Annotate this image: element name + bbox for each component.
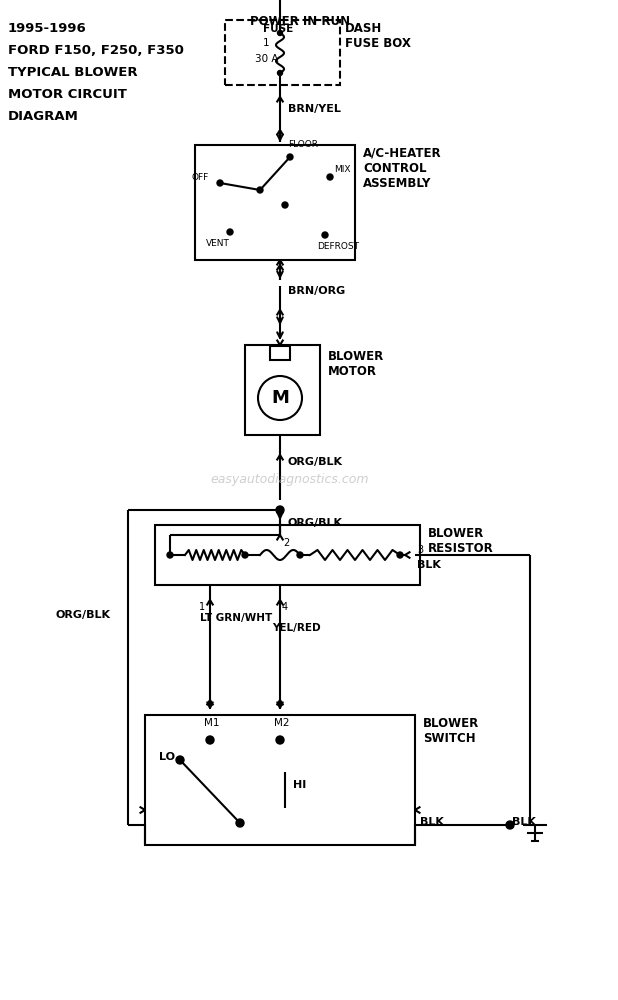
Text: FLOOR: FLOOR [288, 140, 318, 149]
Circle shape [506, 821, 514, 829]
Text: BLOWER: BLOWER [428, 527, 485, 540]
Bar [145, 715, 415, 845]
Circle shape [282, 202, 288, 208]
Text: SWITCH: SWITCH [423, 732, 476, 745]
Text: 2: 2 [283, 538, 289, 548]
Text: M2: M2 [274, 718, 289, 728]
Text: FUSE BOX: FUSE BOX [345, 37, 411, 50]
Text: 30 A: 30 A [255, 54, 279, 64]
Text: RESISTOR: RESISTOR [428, 542, 494, 555]
Text: HI: HI [293, 780, 307, 790]
Text: M: M [271, 389, 289, 407]
Text: YEL/RED: YEL/RED [272, 623, 321, 633]
Text: DIAGRAM: DIAGRAM [8, 110, 79, 123]
Text: BLK: BLK [512, 817, 536, 827]
Bar [155, 525, 420, 585]
Text: VENT: VENT [206, 239, 230, 248]
Bar [225, 20, 340, 85]
Text: BRN/ORG: BRN/ORG [288, 286, 345, 296]
Text: MIX: MIX [334, 165, 350, 174]
Circle shape [227, 229, 233, 235]
Text: ORG/BLK: ORG/BLK [288, 457, 343, 467]
Text: easyautodiagnostics.com: easyautodiagnostics.com [211, 474, 369, 487]
Circle shape [167, 552, 173, 558]
Text: 1: 1 [263, 38, 269, 48]
Circle shape [217, 180, 223, 186]
Circle shape [277, 70, 282, 76]
Circle shape [236, 819, 244, 827]
Text: ORG/BLK: ORG/BLK [55, 610, 110, 620]
Text: LO: LO [159, 752, 175, 762]
Circle shape [277, 30, 282, 35]
Text: BLOWER: BLOWER [328, 350, 384, 363]
Text: BLK: BLK [417, 560, 441, 570]
Text: 1: 1 [199, 602, 205, 612]
Text: BLOWER: BLOWER [423, 717, 479, 730]
Text: MOTOR: MOTOR [328, 365, 377, 378]
Text: CONTROL: CONTROL [363, 162, 426, 175]
Circle shape [242, 552, 248, 558]
Text: LT GRN/WHT: LT GRN/WHT [200, 613, 273, 623]
Text: 4: 4 [282, 602, 288, 612]
Text: ASSEMBLY: ASSEMBLY [363, 177, 431, 190]
Text: DEFROST: DEFROST [317, 242, 359, 251]
Text: OFF: OFF [192, 173, 210, 182]
Text: TYPICAL BLOWER: TYPICAL BLOWER [8, 66, 138, 79]
Text: POWER IN RUN: POWER IN RUN [250, 15, 350, 28]
Circle shape [327, 174, 333, 180]
Circle shape [397, 552, 403, 558]
Bar [245, 345, 320, 435]
Bar [195, 145, 355, 260]
Circle shape [297, 552, 303, 558]
Text: DASH: DASH [345, 22, 383, 35]
Text: MOTOR CIRCUIT: MOTOR CIRCUIT [8, 88, 127, 101]
Text: FORD F150, F250, F350: FORD F150, F250, F350 [8, 44, 184, 57]
Text: BLK: BLK [420, 817, 444, 827]
Circle shape [206, 736, 214, 744]
Circle shape [257, 187, 263, 193]
Text: A/C-HEATER: A/C-HEATER [363, 147, 442, 160]
Bar [270, 346, 290, 360]
Circle shape [176, 756, 184, 764]
Text: BRN/YEL: BRN/YEL [288, 104, 341, 114]
Text: M1: M1 [204, 718, 219, 728]
Text: 3: 3 [417, 545, 423, 555]
Circle shape [276, 506, 284, 514]
Text: ORG/BLK: ORG/BLK [288, 518, 343, 528]
Circle shape [276, 736, 284, 744]
Text: FUSE: FUSE [263, 24, 294, 34]
Circle shape [322, 232, 328, 238]
Circle shape [287, 154, 293, 160]
Text: 1995-1996: 1995-1996 [8, 22, 87, 35]
